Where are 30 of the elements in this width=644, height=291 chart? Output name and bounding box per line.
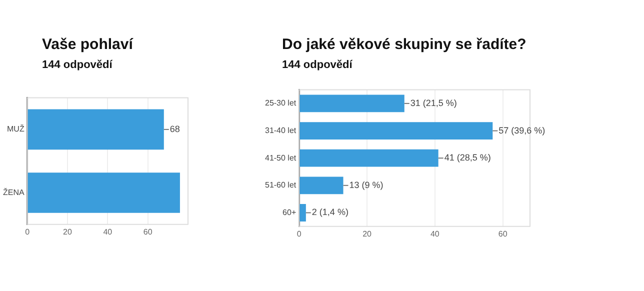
bar	[300, 94, 404, 112]
x-tick-label: 60	[498, 229, 508, 238]
y-tick-label: MUŽ	[7, 124, 24, 134]
x-tick-label: 0	[296, 229, 302, 238]
x-tick-label: 0	[25, 227, 30, 236]
data-label: 13 (9 %)	[349, 180, 384, 190]
bar	[300, 176, 344, 194]
data-label: 41 (28,5 %)	[444, 152, 491, 163]
x-tick-label: 40	[103, 227, 113, 236]
chart-subtitle: 144 odpovědí	[282, 59, 352, 71]
y-tick-label: 51-60 let	[264, 180, 297, 190]
data-label: 2 (1,4 %)	[312, 207, 348, 218]
data-label: 57 (39,6 %)	[498, 125, 546, 136]
x-tick-label: 40	[430, 229, 440, 238]
y-tick-label: 25-30 let	[264, 98, 297, 108]
chart-title: Vaše pohlaví	[42, 36, 133, 53]
y-tick-label: 31-40 let	[264, 126, 297, 135]
y-tick-label: ŽENA	[2, 188, 25, 197]
bar	[300, 122, 493, 140]
bar	[300, 204, 306, 222]
chart-title: Do jaké věkové skupiny se řadíte?	[282, 36, 526, 53]
data-label: 68	[170, 124, 180, 134]
x-tick-label: 60	[143, 227, 153, 236]
y-tick-label: 60+	[282, 208, 296, 217]
bar	[300, 149, 438, 167]
chart-subtitle: 144 odpovědí	[42, 59, 112, 71]
data-label: 31 (21,5 %)	[410, 98, 457, 108]
x-tick-label: 20	[362, 229, 372, 238]
y-tick-label: 41-50 let	[264, 153, 297, 162]
x-tick-label: 20	[63, 227, 72, 236]
